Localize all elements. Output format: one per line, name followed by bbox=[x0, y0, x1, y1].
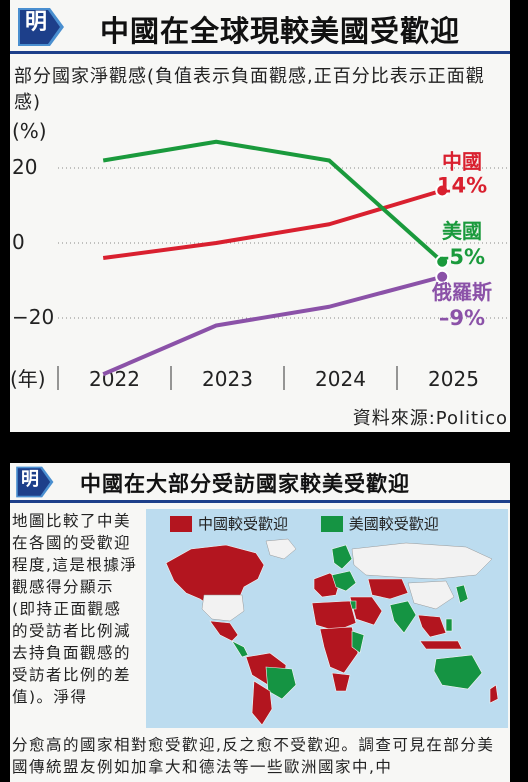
article-paragraph-bottom: 分愈高的國家相對愈受歡迎,反之愈不受歡迎。調查可見在部分美國傳統盟友例如加拿大和… bbox=[12, 736, 495, 776]
map-region-india bbox=[389, 600, 417, 634]
map-region-middle-east bbox=[349, 596, 383, 626]
y-tick-label: −20 bbox=[12, 305, 54, 329]
legend-item-usa: 美國較受歡迎 bbox=[320, 513, 439, 534]
badge-character: 明 bbox=[24, 9, 47, 35]
legend-item-china: 中國較受歡迎 bbox=[170, 513, 288, 534]
map-region-russia bbox=[351, 542, 493, 580]
map-region-east-africa bbox=[351, 630, 365, 654]
title-divider bbox=[10, 500, 510, 503]
y-axis-unit-label: (%) bbox=[12, 119, 47, 143]
title-divider bbox=[10, 51, 510, 54]
series-line bbox=[102, 274, 443, 377]
map-region-southeast-asia bbox=[417, 614, 447, 638]
y-tick-label: 0 bbox=[12, 230, 25, 254]
world-map-graphic bbox=[165, 538, 499, 726]
map-title: 中國在大部分受訪國家較美受歡迎 bbox=[80, 472, 410, 496]
chart-panel: 明 中國在全球現較美國受歡迎 部分國家淨觀感(負值表示負面觀感,正百分比表示正面… bbox=[10, 0, 510, 432]
line-chart: (%)200−20(年) 2022 2023 2024 2025中國14%美國–5%俄羅… bbox=[10, 119, 510, 391]
legend-label-china: 中國較受歡迎 bbox=[198, 515, 289, 533]
map-region-europe-central bbox=[331, 570, 357, 592]
map-region-greenland bbox=[265, 538, 297, 560]
map-region-south-america-south bbox=[251, 680, 273, 726]
series-line bbox=[102, 188, 443, 260]
legend-swatch-usa bbox=[320, 516, 343, 532]
newspaper-badge-icon bbox=[18, 8, 64, 46]
series-end-value-label: –9% bbox=[439, 306, 485, 330]
newspaper-badge-icon bbox=[16, 466, 54, 498]
series-name-label: 俄羅斯 bbox=[431, 280, 492, 304]
map-region-north-africa bbox=[311, 600, 357, 632]
chart-title: 中國在全球現較美國受歡迎 bbox=[100, 14, 461, 48]
map-region-japan-korea bbox=[455, 584, 469, 604]
chart-subtitle: 部分國家淨觀感(負值表示負面觀感,正百分比表示正面觀感) bbox=[14, 66, 485, 113]
y-tick-label: 20 bbox=[12, 155, 37, 179]
map-region-southern-africa bbox=[331, 672, 351, 692]
map-region-central-america bbox=[231, 640, 249, 658]
map-legend: 中國較受歡迎 美國較受歡迎 bbox=[170, 513, 467, 534]
x-tick-label: 2023 bbox=[202, 367, 253, 391]
legend-swatch-china bbox=[170, 516, 192, 532]
series-end-value-label: –5% bbox=[439, 245, 485, 269]
article-paragraph-left: 地圖比較了中美在各國的受歡迎程度,這是根據淨觀感得分顯示(即持正面觀感的受訪者比… bbox=[12, 512, 138, 706]
series-name-label: 美國 bbox=[442, 219, 482, 243]
map-region-philippines bbox=[445, 618, 453, 632]
series-name-label: 中國 bbox=[442, 150, 482, 174]
map-region-new-zealand bbox=[489, 684, 499, 704]
map-region-indonesia bbox=[419, 640, 463, 650]
map-region-north-america bbox=[165, 544, 265, 610]
x-tick-label: 2024 bbox=[315, 367, 366, 391]
badge-character: 明 bbox=[21, 469, 39, 490]
map-panel: 明 中國在大部分受訪國家較美受歡迎 地圖比較了中美在各國的受歡迎程度,這是根據淨… bbox=[10, 463, 510, 782]
x-tick-label: 2025 bbox=[428, 367, 479, 391]
series-end-point bbox=[435, 183, 450, 198]
map-region-mexico bbox=[209, 620, 239, 642]
series-end-value-label: 14% bbox=[437, 174, 487, 198]
map-region-usa bbox=[201, 594, 245, 622]
legend-label-usa: 美國較受歡迎 bbox=[348, 515, 439, 533]
world-map: 中國較受歡迎 美國較受歡迎 bbox=[146, 509, 508, 728]
series-line bbox=[102, 139, 444, 264]
chart-header: 明 中國在全球現較美國受歡迎 bbox=[10, 0, 510, 54]
x-axis-unit-label: (年) bbox=[10, 367, 46, 391]
series-end-point bbox=[435, 254, 450, 269]
map-region-australia bbox=[433, 654, 483, 690]
map-header: 明 中國在大部分受訪國家較美受歡迎 bbox=[10, 463, 510, 503]
map-region-brazil bbox=[265, 666, 297, 700]
source-credit: 資料來源:Politico bbox=[352, 408, 508, 429]
map-region-scandinavia bbox=[331, 544, 353, 570]
map-region-central-africa bbox=[319, 626, 359, 674]
map-region-central-asia bbox=[367, 578, 409, 600]
series-end-point bbox=[435, 269, 450, 284]
map-region-china bbox=[407, 580, 455, 610]
